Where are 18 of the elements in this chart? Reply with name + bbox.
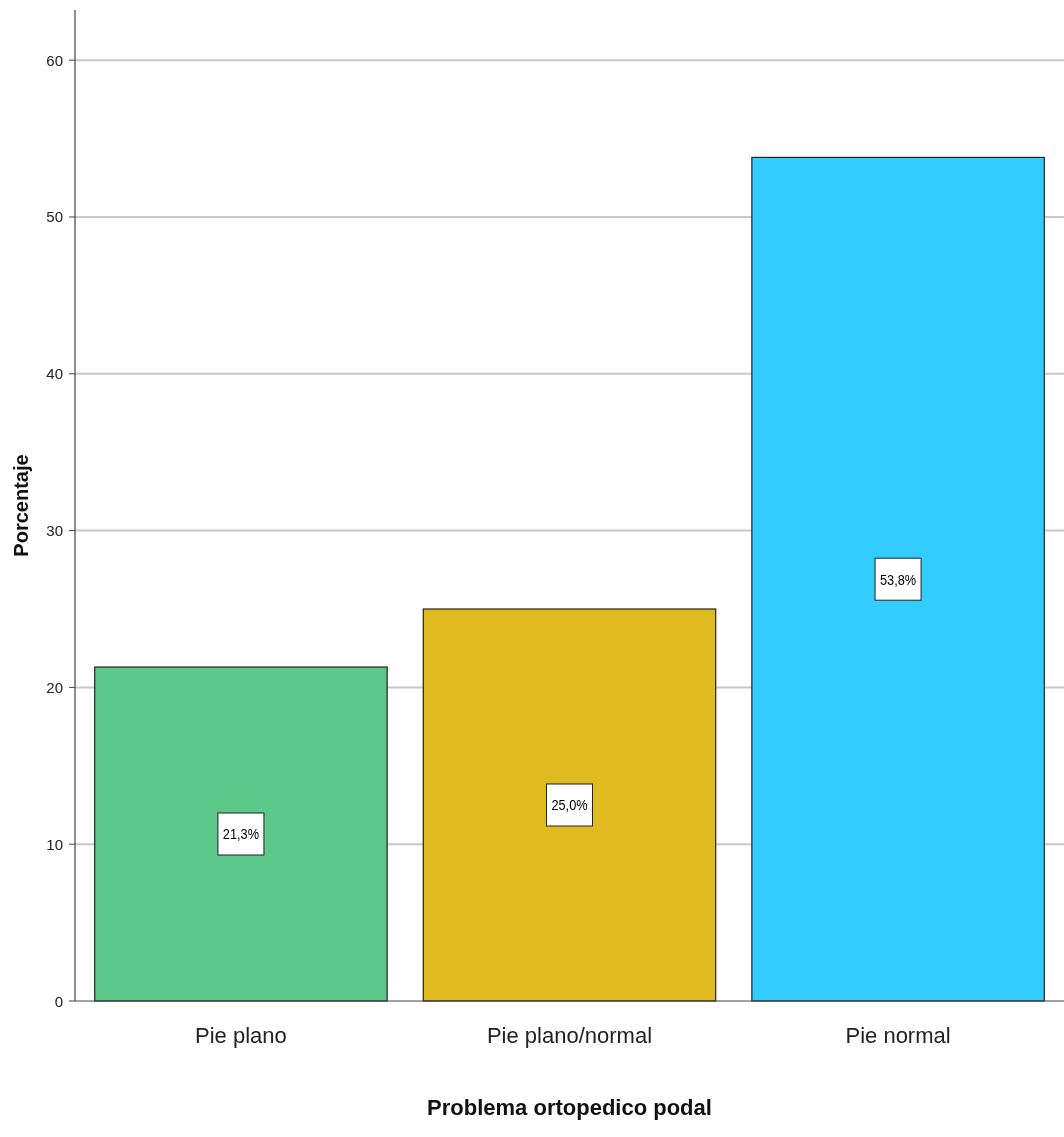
y-axis-title: Porcentaje <box>10 454 32 557</box>
y-tick-label: 0 <box>54 992 63 1010</box>
y-tick-label: 30 <box>46 522 63 540</box>
data-label: 25,0% <box>551 796 588 814</box>
bar <box>751 156 1045 1002</box>
y-tick-label: 60 <box>46 51 63 69</box>
x-tick-label: Pie plano/normal <box>486 1023 653 1048</box>
x-tick-label: Pie normal <box>845 1023 951 1048</box>
y-tick-label: 10 <box>46 835 63 853</box>
x-tick-label: Pie plano <box>195 1023 287 1048</box>
data-label: 21,3% <box>222 825 259 843</box>
bar <box>422 608 717 1002</box>
y-tick-label: 50 <box>46 208 63 226</box>
y-tick-label: 40 <box>46 365 63 383</box>
y-tick-label: 20 <box>46 678 63 696</box>
x-axis-title: Problema ortopedico podal <box>427 1095 712 1120</box>
bar <box>94 666 388 1002</box>
data-label: 53,8% <box>880 570 917 588</box>
